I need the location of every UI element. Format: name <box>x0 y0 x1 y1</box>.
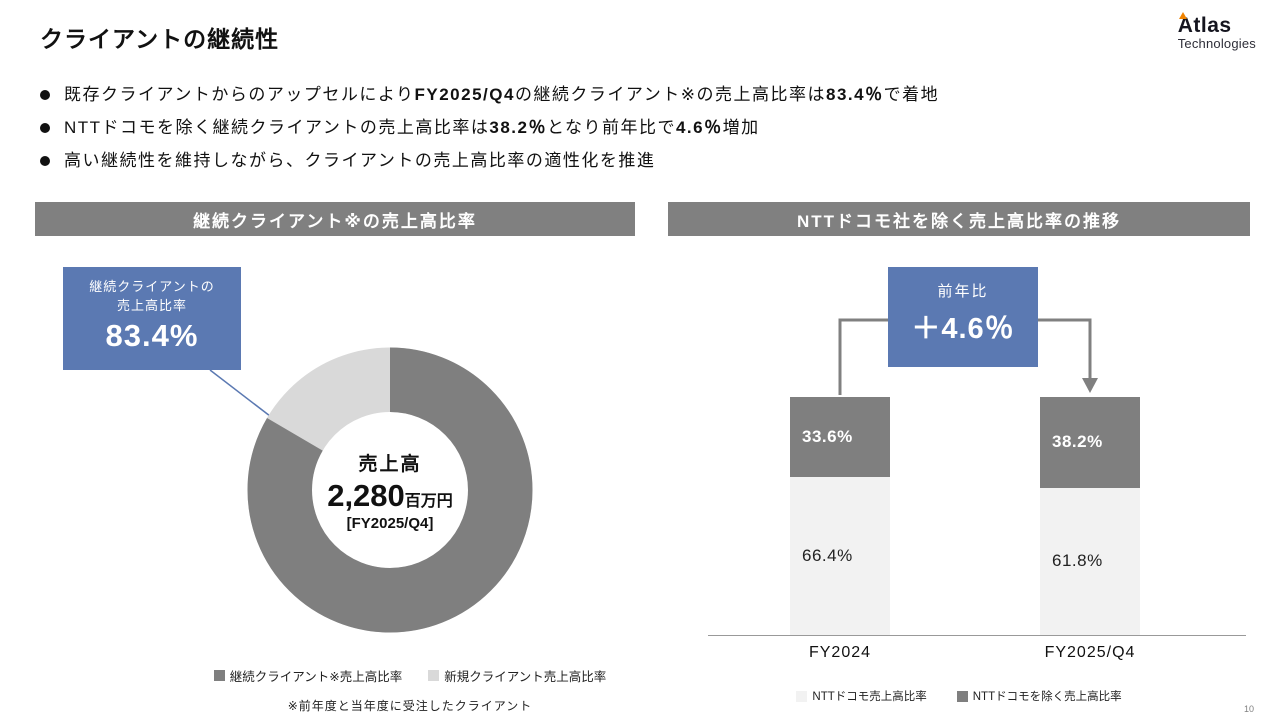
yoy-callout: 前年比 ＋4.6％ <box>888 267 1038 367</box>
yoy-callout-label: 前年比 <box>937 283 989 300</box>
donut-callout: 継続クライアントの 売上高比率 83.4% <box>63 267 241 370</box>
legend-swatch <box>796 690 808 702</box>
legend-item: 継続クライアント※売上高比率 <box>213 666 403 685</box>
category-label-fy2025q4: FY2025/Q4 <box>1044 644 1136 661</box>
bullet-item: NTTドコモを除く継続クライアントの売上高比率は38.2％となり前年比で4.6％… <box>40 117 939 139</box>
donut-center-value-row: 2,280百万円 <box>327 478 453 514</box>
bullet-text: 高い継続性を維持しながら、クライアントの売上高比率の適性化を推進 <box>64 151 656 171</box>
bar-segment-value: 66.4% <box>802 545 853 565</box>
x-axis-line <box>708 635 1246 636</box>
donut-center-unit: 百万円 <box>404 492 453 510</box>
logo-name: Atlas <box>1177 12 1256 37</box>
bar-column-fy2024: 33.6% 66.4% <box>790 397 890 635</box>
donut-center-text: 売上高 2,280百万円 [FY2025/Q4] <box>240 340 540 640</box>
bullet-item: 既存クライアントからのアップセルによりFY2025/Q4の継続クライアント※の売… <box>40 84 939 106</box>
bullet-text: NTTドコモを除く継続クライアントの売上高比率は38.2％となり前年比で4.6％… <box>64 118 760 138</box>
donut-center-period: [FY2025/Q4] <box>346 514 434 532</box>
donut-center-label: 売上高 <box>358 453 422 475</box>
legend-item: NTTドコモ売上高比率 <box>796 688 927 704</box>
bar-segment-docomo-excluded: 38.2% <box>1040 397 1140 488</box>
bar-legend: NTTドコモ売上高比率 NTTドコモを除く売上高比率 <box>708 688 1210 704</box>
bar-column-fy2025q4: 38.2% 61.8% <box>1040 397 1140 635</box>
logo-name-text: Atlas <box>1177 14 1232 37</box>
logo-sub-text: Technologies <box>1177 36 1256 52</box>
logo-mark-icon <box>1178 12 1187 19</box>
donut-callout-label-1: 継続クライアントの <box>89 279 215 294</box>
bar-segment-docomo: 61.8% <box>1040 487 1140 635</box>
legend-label: NTTドコモを除く売上高比率 <box>972 691 1122 703</box>
bullet-item: 高い継続性を維持しながら、クライアントの売上高比率の適性化を推進 <box>40 150 939 172</box>
page-number: 10 <box>1243 704 1254 714</box>
panel-docomo-excluded: NTTドコモ社を除く売上高比率の推移 前年比 ＋4.6％ 33.6% 66.4% … <box>668 202 1250 717</box>
bullet-list: 既存クライアントからのアップセルによりFY2025/Q4の継続クライアント※の売… <box>40 84 939 183</box>
donut-center-value: 2,280 <box>327 477 405 513</box>
bar-segment-value: 33.6% <box>802 426 853 446</box>
donut-callout-value: 83.4% <box>105 317 199 353</box>
company-logo: Atlas Technologies <box>1177 12 1256 52</box>
legend-label: NTTドコモ売上高比率 <box>812 691 927 703</box>
left-panel-header: 継続クライアント※の売上高比率 <box>35 202 635 236</box>
donut-chart-area: 売上高 2,280百万円 [FY2025/Q4] <box>240 340 540 640</box>
bar-segment-docomo: 66.4% <box>790 476 890 635</box>
category-label-fy2024: FY2024 <box>808 644 872 661</box>
donut-chart <box>247 347 533 633</box>
bullet-dot-icon <box>40 90 50 100</box>
legend-swatch <box>956 690 968 702</box>
bar-segment-docomo-excluded: 33.6% <box>790 397 890 477</box>
page-title: クライアントの継続性 <box>40 26 280 52</box>
bullet-dot-icon <box>40 156 50 167</box>
yoy-callout-value: ＋4.6％ <box>911 313 1015 345</box>
donut-legend: 継続クライアント※売上高比率 新規クライアント売上高比率 <box>175 666 645 685</box>
bullet-text: 既存クライアントからのアップセルによりFY2025/Q4の継続クライアント※の売… <box>64 85 940 104</box>
legend-swatch <box>213 670 225 681</box>
donut-segment-continuing <box>247 347 533 633</box>
donut-callout-label-2: 売上高比率 <box>116 297 187 313</box>
bar-segment-value: 61.8% <box>1052 551 1103 571</box>
legend-item: 新規クライアント売上高比率 <box>428 666 606 685</box>
donut-footnote: ※前年度と当年度に受注したクライアント <box>287 699 533 713</box>
panel-continuing-clients: 継続クライアント※の売上高比率 継続クライアントの 売上高比率 83.4% 売上… <box>35 202 635 717</box>
bullet-dot-icon <box>40 123 50 134</box>
legend-swatch <box>428 670 440 681</box>
right-panel-header: NTTドコモ社を除く売上高比率の推移 <box>668 202 1250 236</box>
legend-item: NTTドコモを除く売上高比率 <box>956 688 1122 704</box>
bar-segment-value: 38.2% <box>1052 432 1103 452</box>
legend-label: 継続クライアント※売上高比率 <box>229 670 403 684</box>
legend-label: 新規クライアント売上高比率 <box>444 670 607 684</box>
